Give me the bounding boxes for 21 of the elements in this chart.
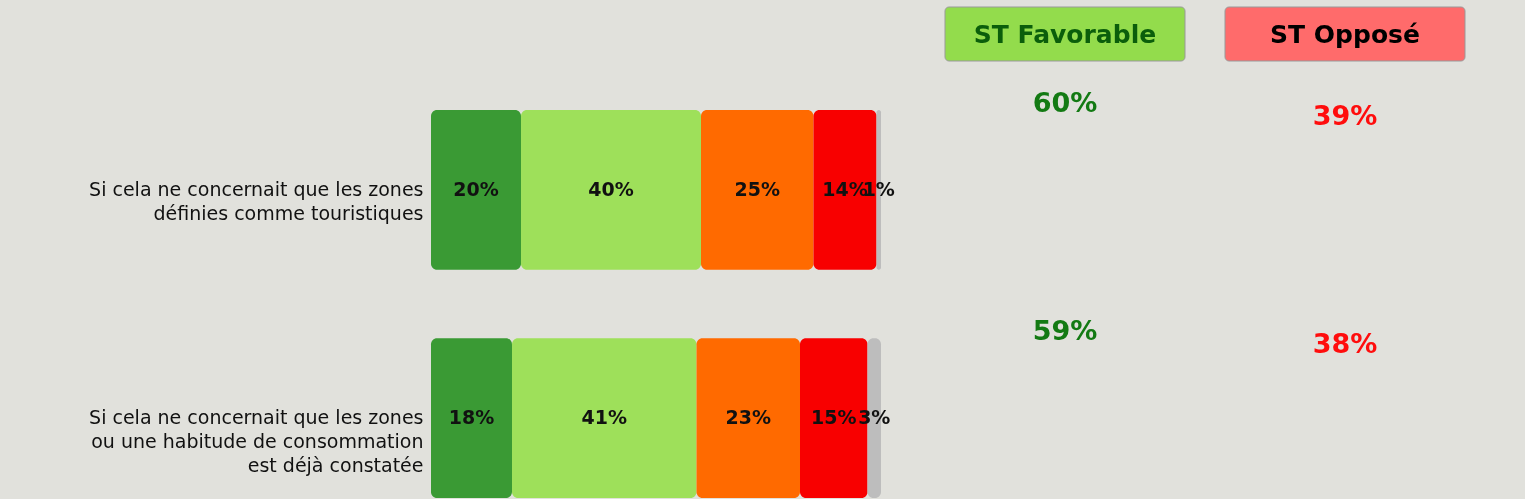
bar <box>521 110 701 270</box>
y-tick-label: Si cela ne concernait que les zones ou une habitude de consommation est déjà constatée <box>89 406 424 477</box>
data-label: 18% <box>448 406 495 429</box>
data-label: 15% <box>811 406 857 429</box>
y-tick-label: Si cela ne concernait que les zones définies comme touristiques <box>89 177 424 224</box>
bar <box>701 110 814 270</box>
data-label: 20% <box>453 177 499 200</box>
text: ST Opposé <box>1270 20 1420 49</box>
data-label: 23% <box>725 406 771 429</box>
data-label: 40% <box>588 177 634 200</box>
bar <box>696 338 800 498</box>
data-label: 41% <box>581 406 627 429</box>
data-label: 25% <box>734 177 780 200</box>
text: ST Favorable <box>973 20 1157 49</box>
text: 59% <box>1032 314 1098 346</box>
bar <box>431 338 512 498</box>
text: 38% <box>1312 327 1378 359</box>
bar <box>431 110 521 270</box>
bar <box>512 338 697 498</box>
text: 39% <box>1312 99 1378 131</box>
text: 60% <box>1032 86 1098 118</box>
